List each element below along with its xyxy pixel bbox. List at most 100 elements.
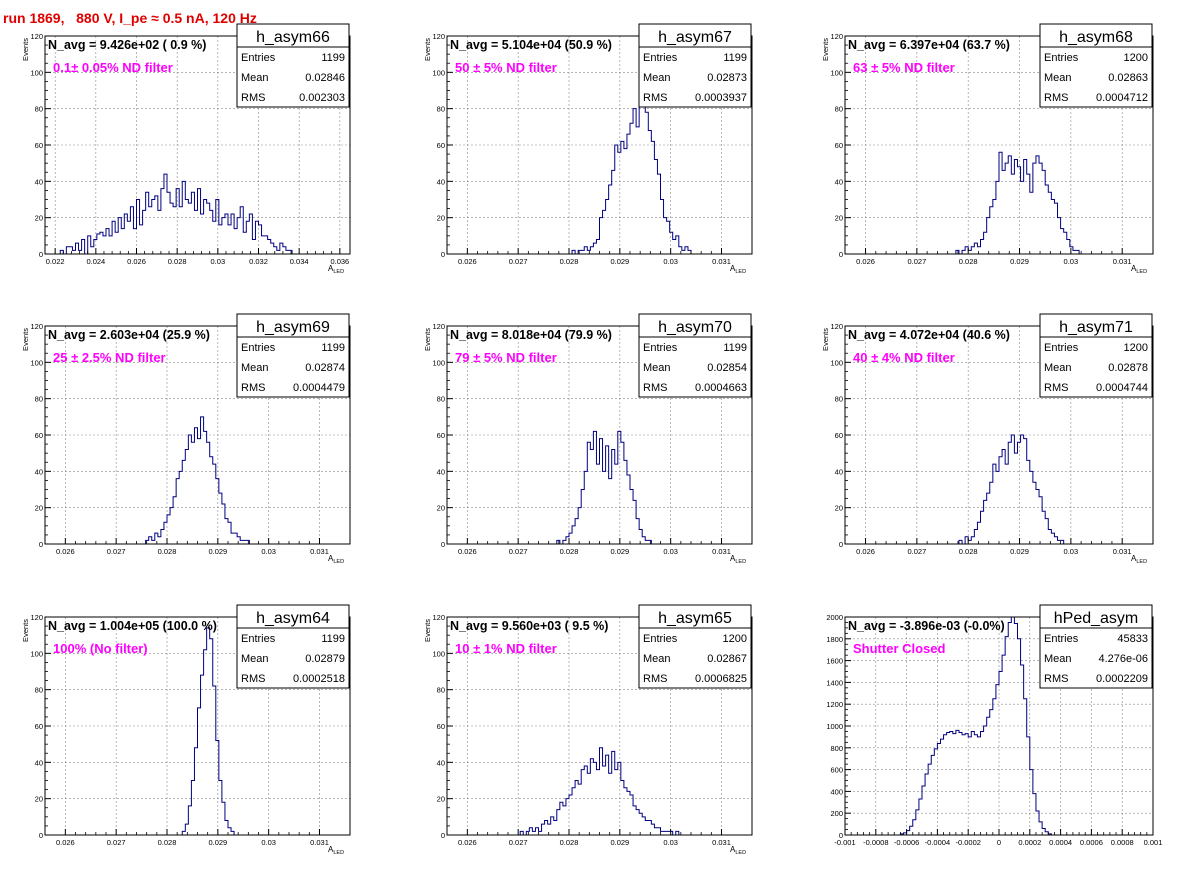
stats-box-name: h_asym71 [1059, 319, 1133, 336]
y-axis-label: Events [21, 38, 30, 61]
y-axis-label: Events [821, 328, 830, 351]
y-tick-label: 80 [835, 105, 843, 114]
histogram-panel-h_asym67: 0.026 0.027 0.028 0.029 0.03 0.031 0 20 40 60 80 10… [423, 23, 753, 275]
y-tick-label: 100 [432, 68, 445, 77]
y-tick-label: 60 [835, 141, 843, 150]
x-tick-label: 0.027 [509, 547, 528, 556]
y-tick-label: 1200 [826, 700, 843, 709]
stats-box-name: h_asym64 [256, 610, 330, 627]
y-tick-label: 0 [839, 831, 843, 840]
stats-value-entries: 1199 [723, 52, 747, 64]
x-axis-label: ALED [328, 554, 344, 565]
y-tick-label: 600 [830, 766, 843, 775]
y-tick-label: 40 [437, 467, 445, 476]
stats-value-entries: 1200 [1124, 52, 1148, 64]
x-axis-label: ALED [1131, 264, 1147, 275]
y-tick-label: 0 [39, 540, 43, 549]
histogram-series-h_asym71 [845, 434, 1153, 545]
y-tick-label: 100 [830, 358, 843, 367]
x-tick-label: 0.029 [208, 838, 227, 847]
filter-annotation: 79 ± 5% ND filter [455, 350, 557, 365]
histogram-panel-h_asym66: 0.022 0.024 0.026 0.028 0.03 0.032 0.034 0.036 0… [21, 23, 351, 275]
x-axis-label-subscript: LED [333, 559, 344, 565]
stats-label-entries: Entries [241, 633, 276, 645]
y-tick-label: 80 [437, 105, 445, 114]
stats-label-mean: Mean [241, 72, 269, 84]
y-tick-label: 40 [437, 177, 445, 186]
stats-value-mean: 4.276e-06 [1098, 653, 1148, 665]
stats-label-entries: Entries [1044, 633, 1079, 645]
x-tick-label: 0.028 [959, 547, 978, 556]
stats-box-name: h_asym70 [658, 319, 732, 336]
stats-label-entries: Entries [241, 342, 276, 354]
y-tick-label: 60 [835, 431, 843, 440]
x-tick-label: 0.031 [712, 838, 731, 847]
stats-value-mean: 0.02879 [305, 653, 345, 665]
histogram-title: N_avg = 6.397e+04 (63.7 %) [848, 38, 1010, 52]
stats-label-rms: RMS [643, 92, 667, 104]
stats-value-mean: 0.02867 [707, 653, 747, 665]
stats-value-entries: 1199 [723, 342, 747, 354]
y-tick-label: 120 [432, 613, 445, 622]
stats-box [236, 627, 350, 689]
y-tick-label: 20 [35, 214, 43, 223]
filter-annotation: 25 ± 2.5% ND filter [53, 350, 166, 365]
stats-label-rms: RMS [643, 673, 667, 685]
histogram-panel-h_asym69: 0.026 0.027 0.028 0.029 0.03 0.031 0 20 40 60 80 10… [21, 313, 351, 565]
y-axis-label: Events [423, 328, 432, 351]
x-axis-label: ALED [730, 845, 746, 856]
y-tick-label: 80 [35, 105, 43, 114]
y-tick-label: 60 [35, 141, 43, 150]
x-tick-label: 0.029 [610, 547, 629, 556]
stats-box-name: h_asym65 [658, 610, 732, 627]
x-tick-label: -0.0004 [925, 838, 950, 847]
stats-value-mean: 0.02846 [305, 72, 345, 84]
x-tick-label: 0.031 [712, 547, 731, 556]
x-tick-label: 0.03 [261, 547, 276, 556]
stats-label-rms: RMS [241, 673, 265, 685]
stats-value-mean: 0.02863 [1108, 72, 1148, 84]
x-tick-label: 0.028 [560, 257, 579, 266]
filter-annotation: Shutter Closed [853, 641, 946, 656]
y-tick-label: 80 [835, 395, 843, 404]
x-tick-label: 0.03 [663, 547, 678, 556]
y-tick-label: 0 [839, 250, 843, 259]
stats-label-rms: RMS [241, 92, 265, 104]
y-tick-label: 200 [830, 809, 843, 818]
histogram-title: N_avg = 8.018e+04 (79.9 %) [450, 328, 612, 342]
y-tick-label: 800 [830, 744, 843, 753]
stats-value-entries: 1199 [321, 342, 345, 354]
x-tick-label: 0.03 [663, 257, 678, 266]
y-tick-label: 60 [437, 141, 445, 150]
stats-label-mean: Mean [1044, 72, 1072, 84]
x-axis-label: ALED [730, 554, 746, 565]
stats-label-mean: Mean [1044, 362, 1072, 374]
y-tick-label: 20 [35, 795, 43, 804]
x-tick-label: 0.026 [127, 257, 146, 266]
x-tick-label: 0.028 [560, 838, 579, 847]
x-tick-label: 0.0008 [1111, 838, 1134, 847]
stats-label-entries: Entries [241, 52, 276, 64]
y-tick-label: 80 [35, 686, 43, 695]
stats-label-mean: Mean [643, 362, 671, 374]
stats-value-entries: 1199 [321, 633, 345, 645]
x-tick-label: 0.026 [458, 838, 477, 847]
y-tick-label: 1600 [826, 657, 843, 666]
x-tick-label: 0.029 [1010, 547, 1029, 556]
stats-value-rms: 0.0002209 [1096, 673, 1148, 685]
x-axis-label-subscript: LED [1136, 269, 1147, 275]
y-tick-label: 40 [835, 467, 843, 476]
stats-box-name: h_asym68 [1059, 29, 1133, 46]
y-tick-label: 120 [30, 32, 43, 41]
y-tick-label: 20 [437, 504, 445, 513]
y-tick-label: 1000 [826, 722, 843, 731]
stats-value-rms: 0.0004744 [1096, 382, 1148, 394]
stats-label-rms: RMS [1044, 92, 1068, 104]
stats-box [1039, 46, 1153, 108]
y-tick-label: 20 [835, 504, 843, 513]
stats-box-name: h_asym69 [256, 319, 330, 336]
stats-value-mean: 0.02854 [707, 362, 747, 374]
x-tick-label: 0.0002 [1018, 838, 1041, 847]
x-tick-label: 0.028 [158, 547, 177, 556]
